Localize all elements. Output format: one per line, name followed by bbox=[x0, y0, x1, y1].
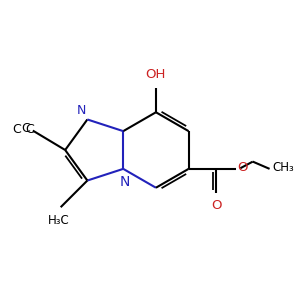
Text: O: O bbox=[211, 199, 221, 212]
Text: C: C bbox=[26, 123, 34, 136]
Text: N: N bbox=[76, 103, 86, 117]
Text: O: O bbox=[237, 161, 247, 175]
Text: C: C bbox=[13, 123, 21, 136]
Text: H₃C: H₃C bbox=[48, 214, 70, 226]
Text: C: C bbox=[21, 122, 30, 135]
Text: CH₃: CH₃ bbox=[272, 161, 294, 175]
Text: OH: OH bbox=[146, 68, 166, 81]
Text: N: N bbox=[119, 175, 130, 189]
